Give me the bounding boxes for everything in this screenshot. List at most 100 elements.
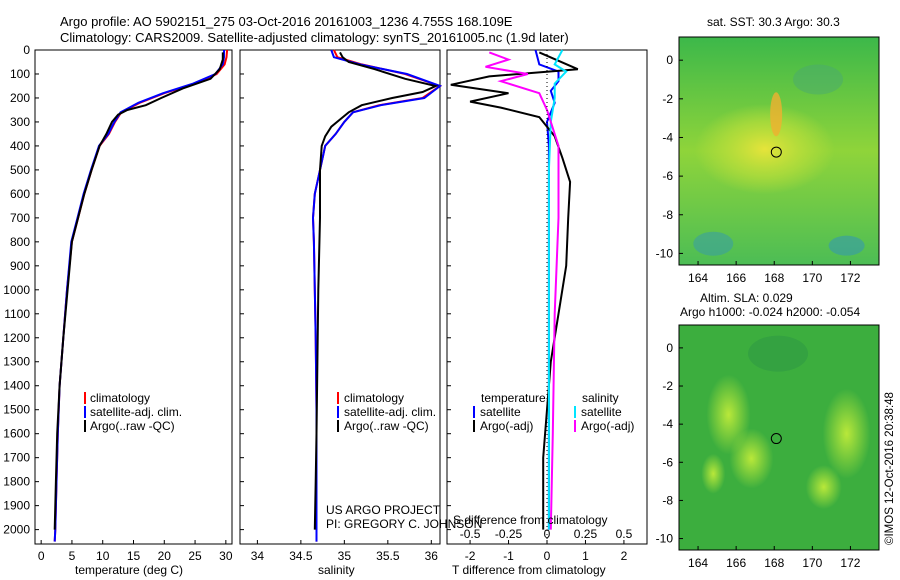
map-y-tick-label: -2 (662, 379, 673, 393)
legend-label: climatology (90, 391, 150, 405)
series-line (53, 52, 224, 530)
map-x-tick-label: 164 (688, 271, 708, 285)
header-line2: Climatology: CARS2009. Satellite-adjuste… (60, 30, 569, 45)
argo-location-marker (770, 146, 782, 158)
sla-map-pattern (701, 335, 871, 510)
legend-label: satellite (480, 405, 521, 419)
temperature-legend: climatology satellite-adj. clim. Argo(..… (84, 391, 182, 433)
map-y-tick-label: -4 (662, 417, 673, 431)
map-x-tick-label: 166 (726, 556, 746, 570)
s-difference-xlabel: S difference from climatology (453, 513, 608, 527)
depth-tick-label: 1700 (3, 451, 30, 465)
series-line (450, 51, 579, 530)
depth-tick-label: 400 (10, 139, 30, 153)
map-x-tick-label: 170 (802, 556, 822, 570)
x-tick-label: 2 (621, 549, 628, 563)
legend-label: Argo(..raw -QC) (344, 419, 429, 433)
series-line (53, 50, 225, 542)
sst-cool-patch (793, 64, 844, 95)
sst-warm-patch (694, 104, 835, 195)
x-tick-label: 34 (251, 549, 265, 563)
x-tick-label: 36 (425, 549, 439, 563)
depth-tick-label: 1600 (3, 427, 30, 441)
legend-label: Argo(..raw -QC) (90, 419, 175, 433)
map-x-tick-label: 168 (764, 271, 784, 285)
depth-tick-label: 0 (23, 43, 30, 57)
series-line (485, 51, 560, 530)
legend-title-temperature: temperature (481, 391, 546, 405)
map-x-tick-label: 172 (840, 556, 860, 570)
depth-tick-label: 1300 (3, 355, 30, 369)
x-tick-label: 25 (188, 549, 202, 563)
map-y-tick-label: 0 (666, 53, 673, 67)
sst-cool-patch (693, 231, 734, 256)
depth-tick-label: 100 (10, 67, 30, 81)
legend-label: Argo(-adj) (480, 419, 533, 433)
depth-tick-label: 200 (10, 91, 30, 105)
sla-high-patch (729, 428, 774, 489)
depth-tick-label: 1200 (3, 331, 30, 345)
argo-location-marker (770, 433, 782, 445)
x-tick-label: 35.5 (376, 549, 400, 563)
temperature-panel (34, 49, 233, 545)
x-tick-label: 30 (219, 549, 233, 563)
x-tick-label: 20 (158, 549, 172, 563)
sla-high-patch (701, 453, 726, 494)
depth-tick-label: 1800 (3, 475, 30, 489)
series-line (53, 49, 229, 542)
difference-legend: temperature salinity satellite Argo(-adj… (473, 391, 634, 433)
x-tick-label: 10 (96, 549, 110, 563)
map-y-tick-label: -6 (662, 455, 673, 469)
imos-stamp: ©IMOS 12-Oct-2016 20:38:48 (884, 392, 896, 545)
sla-high-patch (822, 388, 871, 479)
sla-map-title: Altim. SLA: 0.029 (700, 291, 793, 305)
legend-label: satellite (581, 405, 622, 419)
map-y-tick-label: -10 (656, 246, 674, 260)
depth-tick-label: 300 (10, 115, 30, 129)
depth-tick-label: 1500 (3, 403, 30, 417)
temperature-xlabel: temperature (deg C) (75, 563, 183, 577)
sla-map-frame (678, 324, 880, 551)
map-y-tick-label: -8 (662, 208, 673, 222)
sst-map-pattern (693, 64, 865, 256)
pi-label: PI: GREGORY C. JOHNSON (326, 517, 482, 531)
depth-tick-label: 600 (10, 187, 30, 201)
project-label: US ARGO PROJECT (326, 503, 441, 517)
x2-tick-label: 0.5 (616, 527, 633, 541)
map-x-tick-label: 170 (802, 271, 822, 285)
salinity-plot: 34 34.5 35 35.5 36 (251, 49, 443, 563)
series-line (311, 49, 443, 542)
sst-map-frame (678, 36, 880, 266)
salinity-panel (239, 49, 441, 545)
legend-label: Argo(-adj) (581, 419, 634, 433)
depth-tick-label: 500 (10, 163, 30, 177)
salinity-legend: climatology satellite-adj. clim. Argo(..… (337, 391, 436, 433)
x-tick-label: -1 (503, 549, 514, 563)
header-line1: Argo profile: AO 5902151_275 03-Oct-2016… (60, 14, 513, 29)
map-y-tick-label: 0 (666, 341, 673, 355)
map-x-tick-label: 172 (840, 271, 860, 285)
sst-hot-spine (770, 92, 783, 137)
sla-map-subtitle: Argo h1000: -0.024 h2000: -0.054 (680, 305, 860, 319)
sla-high-patch (805, 465, 842, 510)
series-line (313, 51, 439, 530)
map-x-tick-label: 166 (726, 271, 746, 285)
depth-tick-label: 900 (10, 259, 30, 273)
x-tick-label: -2 (465, 549, 476, 563)
temperature-plot: 0 5 10 15 20 25 30 (38, 49, 233, 563)
x-tick-label: 5 (69, 549, 76, 563)
x2-tick-label: 0.25 (574, 527, 598, 541)
x-tick-label: 35 (338, 549, 352, 563)
map-y-tick-label: -4 (662, 130, 673, 144)
map-x-tick-label: 168 (764, 556, 784, 570)
depth-tick-label: 1100 (4, 307, 30, 321)
x-tick-label: 34.5 (289, 549, 313, 563)
salinity-xlabel: salinity (318, 563, 355, 577)
sla-low-patch (748, 335, 809, 372)
legend-label: satellite-adj. clim. (344, 405, 436, 419)
depth-tick-label: 1400 (3, 379, 30, 393)
x2-tick-label: -0.25 (495, 527, 523, 541)
legend-title-salinity: salinity (582, 391, 619, 405)
legend-label: satellite-adj. clim. (90, 405, 182, 419)
